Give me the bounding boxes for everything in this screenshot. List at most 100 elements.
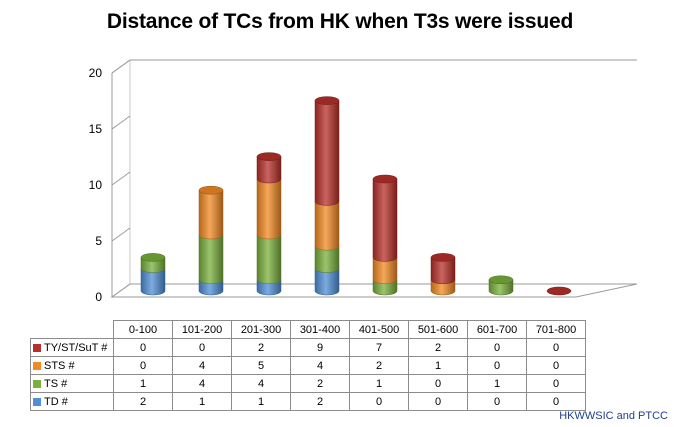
legend-label: TD #	[44, 395, 68, 408]
y-tick-line	[111, 283, 131, 298]
x-tick-label: 501-600	[408, 320, 468, 339]
bar-segment	[140, 268, 166, 296]
data-label: 1	[408, 356, 468, 375]
data-label: 2	[290, 374, 350, 393]
data-label: 0	[113, 356, 173, 375]
y-tick-line	[111, 115, 131, 130]
bar-top-cap	[256, 152, 282, 161]
bar-segment	[198, 234, 224, 285]
y-tick-label: 5	[95, 234, 102, 248]
data-label: 2	[231, 338, 291, 357]
legend-swatch	[33, 343, 41, 352]
data-label: 0	[408, 392, 468, 411]
back-wall	[111, 59, 637, 74]
legend-entry: STS #	[30, 356, 114, 375]
bar-segment	[256, 279, 282, 296]
data-label: 4	[172, 356, 232, 375]
data-label: 0	[408, 374, 468, 393]
data-label: 1	[231, 392, 291, 411]
data-label: 1	[467, 374, 527, 393]
data-label: 0	[113, 338, 173, 357]
data-label: 0	[526, 374, 586, 393]
data-label: 0	[526, 392, 586, 411]
data-label: 0	[467, 356, 527, 375]
legend-entry: TD #	[30, 392, 114, 411]
data-label: 4	[231, 374, 291, 393]
bar-segment	[198, 189, 224, 240]
y-tick-label: 0	[95, 290, 102, 304]
table-header-row: 0-100 101-200 201-300 301-400 401-500 501-600…	[31, 320, 586, 339]
bar-top-cap	[546, 286, 572, 296]
y-tick-line	[111, 171, 131, 186]
credit-text: HKWWSIC and PTCC	[559, 410, 668, 422]
data-label: 0	[349, 392, 409, 411]
table-row: TY/ST/SuT #0 0 2 9 7 2 0 0	[30, 338, 586, 357]
data-label: 1	[113, 374, 173, 393]
bar-segment	[314, 100, 340, 206]
data-label: 5	[231, 356, 291, 375]
table-row: TS #1 4 4 2 1 0 1 0	[30, 374, 586, 393]
x-tick-label: 401-500	[349, 320, 409, 339]
data-label: 2	[408, 338, 468, 357]
bar-top-cap	[314, 96, 340, 105]
bar-segment	[372, 178, 398, 262]
bar-segment	[140, 257, 166, 273]
legend-swatch	[33, 379, 41, 388]
bar-segment	[488, 279, 514, 296]
data-label: 4	[290, 356, 350, 375]
data-label: 1	[172, 392, 232, 411]
x-tick-label: 301-400	[290, 320, 350, 339]
data-label: 1	[349, 374, 409, 393]
table-row: STS #0 4 5 4 2 1 0 0	[30, 356, 586, 375]
bar-segment	[430, 257, 456, 285]
table-corner	[31, 321, 114, 339]
chart-plot: 0 5 10 15 20	[89, 59, 638, 304]
x-tick-label: 701-800	[526, 320, 586, 339]
legend-entry: TS #	[30, 374, 114, 393]
data-label: 0	[172, 338, 232, 357]
data-label: 2	[113, 392, 173, 411]
bar-segment	[372, 279, 398, 296]
data-label: 0	[526, 338, 586, 357]
data-label: 0	[467, 392, 527, 411]
legend-label: TY/ST/SuT #	[44, 341, 108, 354]
table-row: TD #2 1 1 2 0 0 0 0	[30, 392, 586, 411]
data-label: 2	[349, 356, 409, 375]
data-label: 0	[467, 338, 527, 357]
chart-title: Distance of TCs from HK when T3s were is…	[106, 10, 574, 33]
bar-segment	[314, 245, 340, 273]
data-label: 2	[290, 392, 350, 411]
bar-segment	[314, 201, 340, 251]
bar-top-cap	[198, 185, 224, 195]
bar-top-cap	[488, 275, 514, 285]
bar-segment	[256, 156, 282, 184]
bar-segment	[256, 178, 282, 240]
data-label: 4	[172, 374, 232, 393]
bar-segment	[256, 234, 282, 285]
x-tick-label: 0-100	[113, 320, 173, 339]
y-tick-label: 10	[89, 178, 103, 192]
x-tick-label: 101-200	[172, 320, 232, 339]
y-tick-line	[111, 227, 131, 242]
y-tick-label: 15	[89, 122, 103, 136]
legend-entry: TY/ST/SuT #	[30, 338, 114, 357]
y-tick-label: 20	[89, 66, 103, 80]
legend-swatch	[33, 361, 41, 370]
legend-label: TS #	[44, 377, 68, 390]
bar-top-cap	[140, 253, 166, 262]
legend-swatch	[33, 397, 41, 406]
legend-label: STS #	[44, 359, 75, 372]
x-tick-label: 601-700	[467, 320, 527, 339]
y-tick-line	[111, 59, 131, 74]
x-tick-label: 201-300	[231, 320, 291, 339]
data-table: 0-100 101-200 201-300 301-400 401-500 501-600…	[30, 320, 586, 411]
data-label: 9	[290, 338, 350, 357]
bar-top-cap	[372, 174, 398, 184]
bar-segment	[314, 268, 340, 296]
bar-segment	[372, 257, 398, 285]
data-label: 7	[349, 338, 409, 357]
bar-top-cap	[430, 253, 456, 262]
data-label: 0	[526, 356, 586, 375]
bar-segment	[198, 279, 224, 296]
bar-segment	[430, 279, 456, 296]
